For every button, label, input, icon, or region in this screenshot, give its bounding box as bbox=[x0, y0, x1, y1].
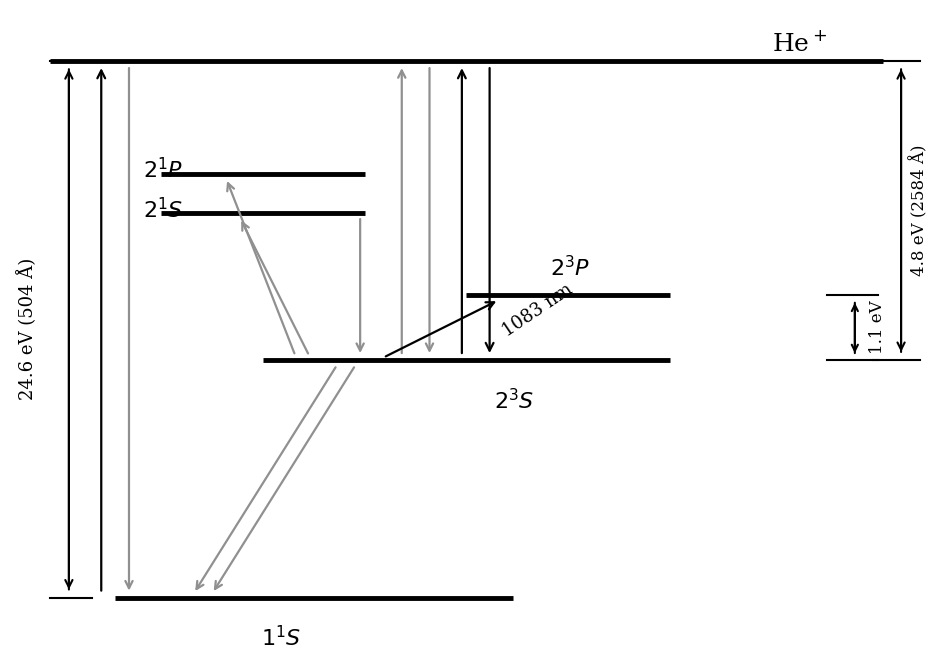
Text: $2^3P$: $2^3P$ bbox=[550, 256, 590, 281]
Text: $2^3S$: $2^3S$ bbox=[495, 389, 535, 414]
Text: 24.6 eV (504 Å): 24.6 eV (504 Å) bbox=[18, 258, 37, 401]
Text: 1.1 eV: 1.1 eV bbox=[870, 301, 886, 354]
Text: He$^+$: He$^+$ bbox=[771, 31, 827, 56]
Text: 4.8 eV (2584 Å): 4.8 eV (2584 Å) bbox=[911, 145, 928, 276]
Text: $2^1P$: $2^1P$ bbox=[143, 158, 183, 184]
Text: 1083 nm: 1083 nm bbox=[499, 281, 576, 340]
Text: $2^1S$: $2^1S$ bbox=[143, 198, 183, 223]
Text: $1^1S$: $1^1S$ bbox=[262, 626, 302, 651]
